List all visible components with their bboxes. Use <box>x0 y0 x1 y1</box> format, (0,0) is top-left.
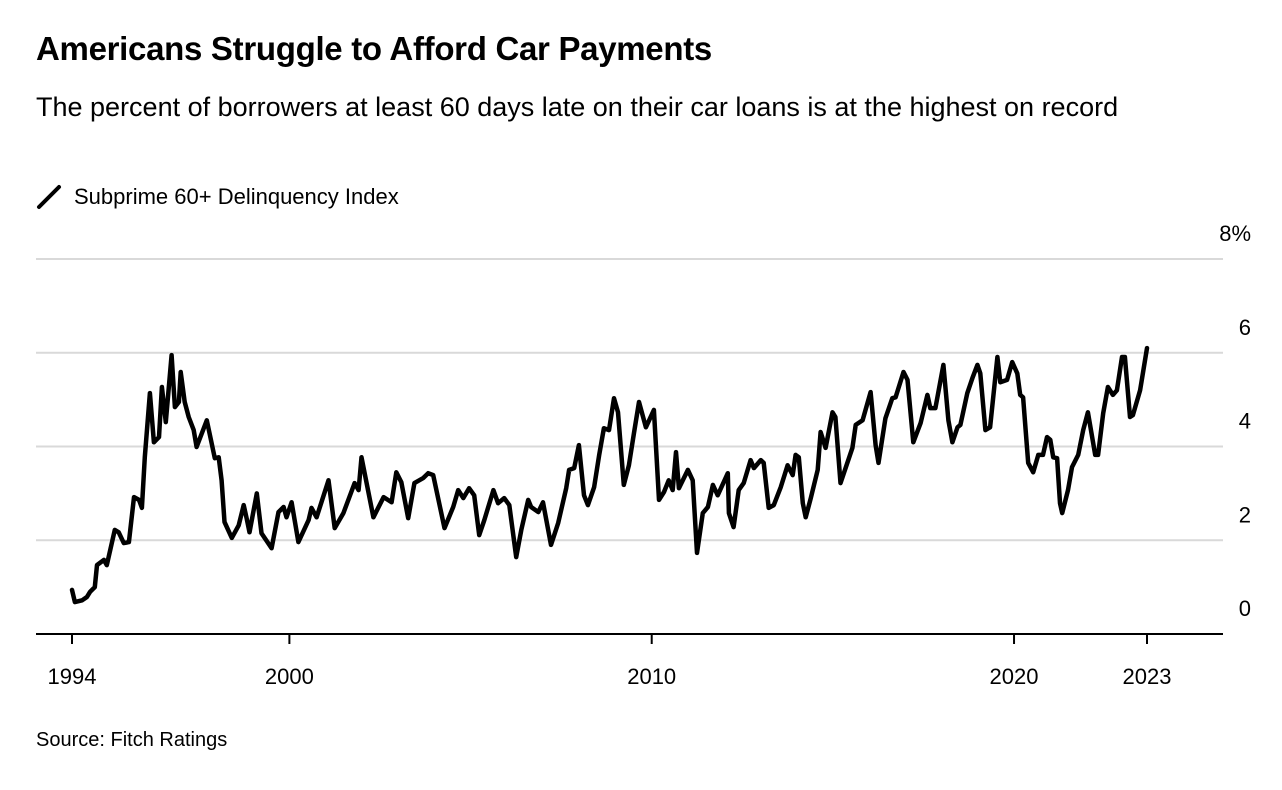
chart-subtitle: The percent of borrowers at least 60 day… <box>36 92 1119 122</box>
y-tick-label: 8% <box>1219 221 1251 246</box>
x-tick-label: 1994 <box>48 664 97 689</box>
x-tick-label: 2010 <box>627 664 676 689</box>
x-tick-label: 2000 <box>265 664 314 689</box>
legend-line-icon <box>37 185 61 209</box>
x-tick-label: 2023 <box>1123 664 1172 689</box>
legend: Subprime 60+ Delinquency Index <box>36 184 399 210</box>
y-tick-label: 0 <box>1239 596 1251 621</box>
series-line-subprime-delinquency <box>69 345 1150 605</box>
y-tick-label: 6 <box>1239 315 1251 340</box>
legend-label: Subprime 60+ Delinquency Index <box>74 184 399 209</box>
chart-title: Americans Struggle to Afford Car Payment… <box>36 30 712 67</box>
x-tick-label: 2020 <box>990 664 1039 689</box>
y-tick-label: 2 <box>1239 502 1251 527</box>
y-tick-label: 4 <box>1239 409 1251 434</box>
source-note: Source: Fitch Ratings <box>36 729 228 751</box>
